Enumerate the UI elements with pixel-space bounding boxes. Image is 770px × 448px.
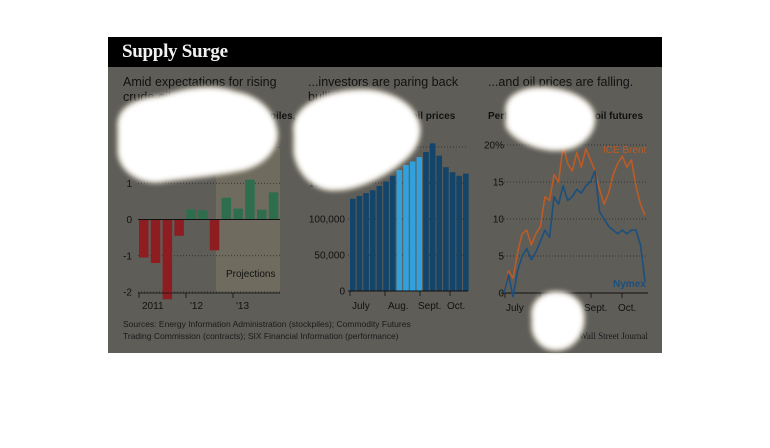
x-tick-label: Aug. [388,301,409,312]
y-tick-label: -2 [123,288,132,299]
bar [363,193,369,291]
series-line [503,144,646,294]
bar [350,198,356,291]
y-tick-label: 100,000 [309,215,346,226]
bar [443,167,449,291]
panel3-intro-line: ...and oil prices are falling. [488,75,634,89]
title-banner: Supply Surge [108,37,662,67]
y-tick-label: 10 [493,215,505,226]
bar [409,161,416,291]
bar [383,181,389,291]
bar [356,195,363,291]
series-label: Nymex [613,279,646,290]
bar [162,219,173,300]
projection-label: Projections [226,269,275,280]
infographic-title: Supply Surge [122,41,228,62]
bar [150,219,161,263]
bar [257,209,267,220]
y-tick-label: 15 [493,178,505,189]
bar [245,179,255,220]
bar [221,197,232,220]
y-tick-label: 0 [126,215,132,226]
bar [463,173,469,291]
y-tick-label: 5 [498,252,504,263]
bar [209,219,220,251]
bar [403,165,409,291]
bar [369,190,376,291]
x-tick-label: '12 [190,301,203,312]
bar [436,155,443,291]
y-tick-label: 20% [484,141,504,152]
x-tick-label: Sept. [584,303,607,314]
x-tick-label: '13 [236,301,249,312]
y-tick-label: -1 [123,251,132,262]
bar [423,152,429,291]
bar [429,143,436,291]
charts-canvas: Projections -2 -1 0 1 2011 '12 '13 0 50,000 100,00… [123,141,648,314]
y-tick-label: 150,000 [309,179,346,190]
y-tick-label: 1 [126,179,132,190]
bar [456,175,462,291]
series-label: ICE Brent [603,145,647,156]
x-tick-label: 2011 [142,301,164,312]
bar [416,157,423,291]
y-tick-label: 50,000 [314,251,345,262]
sources-line: Sources: Energy Information Administrati… [123,319,411,329]
bar [139,219,149,258]
sources-line: Trading Commission (contracts); SIX Fina… [123,331,399,341]
bar [174,219,184,236]
y-tick-label: 0 [498,289,504,300]
bar [233,208,243,220]
x-tick-label: Sept. [418,301,441,312]
bar [268,192,279,220]
bar [376,185,383,291]
x-tick-label: Oct. [447,301,465,312]
bar [449,172,456,291]
bar [186,209,196,220]
panel2-intro-line: ...investors are paring back [308,75,459,89]
panel1-intro-line: Amid expectations for rising [123,75,277,89]
series-line [503,170,646,298]
x-tick-label: Oct. [618,303,636,314]
y-tick-label: 0 [339,287,345,298]
x-tick-label: Aug. [544,303,565,314]
bar [198,210,208,220]
publisher-credit: The Wall Street Journal [563,331,648,341]
panel3-intro: ...and oil prices are falling. [488,75,633,90]
infographic-panel: Supply Surge Amid expectations for risin… [108,37,662,353]
x-tick-label: July [506,303,524,314]
x-tick-label: July [352,301,370,312]
bar [396,170,403,291]
sources-note: Sources: Energy Information Administrati… [123,318,411,342]
bar [389,175,396,291]
